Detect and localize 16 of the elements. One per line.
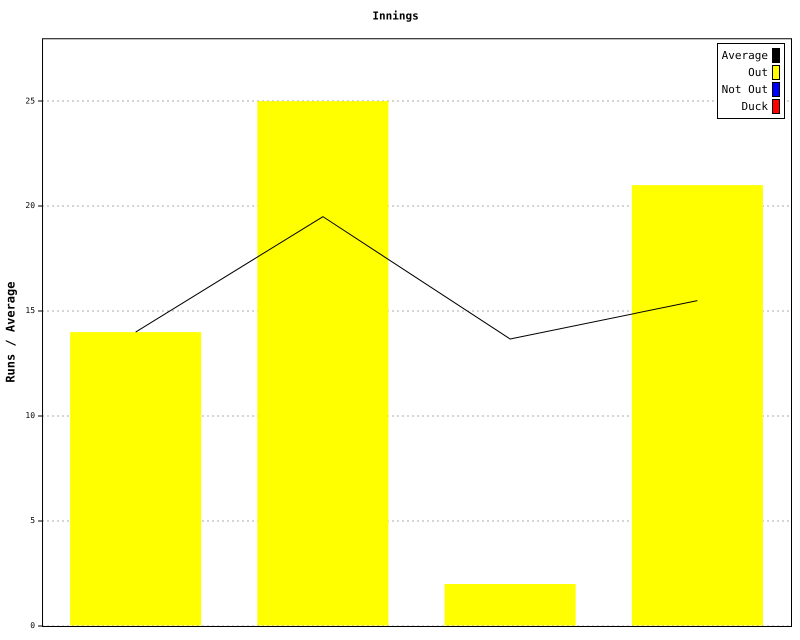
chart-title: Innings [372, 9, 419, 22]
bar [632, 185, 763, 626]
y-tick-label: 10 [25, 411, 36, 420]
y-tick-label: 25 [25, 96, 36, 106]
bar [70, 332, 202, 626]
y-tick-label: 0 [30, 621, 36, 630]
y-axis-title: Runs / Average [3, 282, 18, 383]
legend-label: Average [722, 49, 768, 62]
legend-label: Duck [742, 100, 768, 114]
bar [444, 584, 576, 626]
bar [257, 101, 388, 626]
legend-label: Not Out [722, 83, 768, 96]
legend-label: Out [748, 66, 768, 80]
y-tick-label: 15 [25, 306, 36, 316]
y-tick-label: 20 [25, 201, 36, 210]
y-tick-label: 5 [30, 516, 36, 526]
